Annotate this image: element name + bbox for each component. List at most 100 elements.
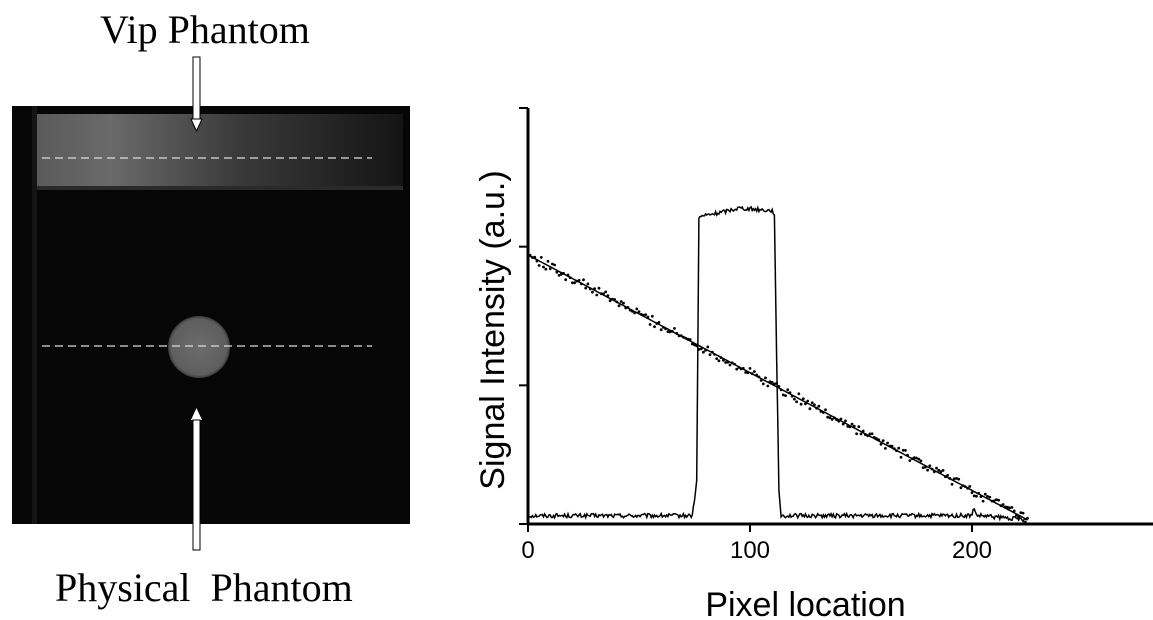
data-point (762, 383, 765, 386)
data-point (957, 478, 960, 481)
data-point (857, 425, 860, 428)
image-left-strip (32, 106, 37, 524)
data-point (544, 268, 547, 271)
chart-ticks: 0 100 200 (519, 108, 992, 564)
data-point (620, 300, 623, 303)
data-point (604, 291, 607, 294)
data-point (1008, 507, 1011, 510)
data-point (729, 364, 732, 367)
data-point (673, 327, 676, 330)
data-point (886, 442, 889, 445)
data-point (753, 370, 756, 373)
data-point (975, 495, 978, 498)
data-point (766, 385, 769, 388)
data-point (951, 483, 954, 486)
data-point (817, 405, 820, 408)
data-point (553, 264, 556, 267)
data-point (860, 433, 863, 436)
data-point (926, 469, 929, 472)
data-point (786, 388, 789, 391)
data-point (984, 493, 987, 496)
data-point (917, 458, 920, 461)
data-point (749, 367, 752, 370)
vip-phantom-edge (37, 186, 403, 190)
chart-series (527, 207, 1029, 524)
x-tick-label: 100 (730, 537, 770, 564)
data-point (564, 278, 567, 281)
data-point (618, 304, 621, 307)
data-point (1011, 506, 1014, 509)
data-point (775, 382, 778, 385)
data-point (784, 394, 787, 397)
data-point (540, 256, 543, 259)
data-point (698, 348, 701, 351)
data-point (797, 392, 800, 395)
data-point (795, 400, 798, 403)
data-point (622, 302, 625, 305)
chart-axes (528, 108, 1153, 524)
data-point (538, 264, 541, 267)
data-point (809, 407, 812, 410)
signal-profile-chart: 0 100 200 Pixel location Signal Intensity … (460, 90, 1153, 620)
vip-phantom-label: Vip Phantom (100, 10, 310, 50)
data-point (702, 351, 705, 354)
data-point (831, 418, 834, 421)
data-point (800, 403, 803, 406)
data-point (884, 447, 887, 450)
data-point (573, 281, 576, 284)
data-point (997, 499, 1000, 502)
data-point (988, 496, 991, 499)
data-point (793, 398, 796, 401)
data-point (960, 486, 963, 489)
data-point (1022, 512, 1025, 515)
data-point (587, 283, 590, 286)
data-point (871, 432, 874, 435)
data-point (1002, 503, 1005, 506)
physical-phantom-disc (168, 316, 230, 378)
physical-arrow (191, 408, 202, 550)
data-point (582, 278, 585, 281)
data-point (706, 346, 709, 349)
data-point (908, 459, 911, 462)
data-point (882, 439, 885, 442)
x-axis-label: Pixel location (705, 586, 905, 620)
data-point (982, 500, 985, 503)
data-point (651, 315, 654, 318)
data-point (942, 469, 945, 472)
series-line-1 (528, 207, 1028, 522)
data-point (660, 328, 663, 331)
data-point (635, 308, 638, 311)
data-point (595, 294, 598, 297)
data-point (542, 266, 545, 269)
data-point (829, 416, 832, 419)
data-point (900, 456, 903, 459)
data-point (824, 408, 827, 411)
data-point (920, 459, 923, 462)
data-point (718, 359, 721, 362)
data-point (764, 377, 767, 380)
data-point (584, 287, 587, 290)
data-point (644, 313, 647, 316)
data-point (851, 423, 854, 426)
data-point (591, 291, 594, 294)
x-tick-label: 200 (952, 537, 992, 564)
data-point (709, 353, 712, 356)
data-point (653, 325, 656, 328)
data-point (968, 485, 971, 488)
mri-image-panel (0, 0, 460, 620)
vip-phantom-band (37, 114, 403, 188)
data-point (715, 357, 718, 360)
data-point (1024, 521, 1027, 524)
data-point (897, 447, 900, 450)
data-point (855, 432, 858, 435)
data-point (649, 323, 652, 326)
x-tick-label: 0 (521, 537, 534, 564)
series-line-3 (528, 255, 1028, 520)
data-point (904, 449, 907, 452)
data-point (811, 401, 814, 404)
physical-phantom-label: Physical Phantom (55, 568, 353, 608)
data-point (598, 287, 601, 290)
data-point (1019, 511, 1022, 514)
data-point (547, 260, 550, 263)
data-point (844, 420, 847, 423)
